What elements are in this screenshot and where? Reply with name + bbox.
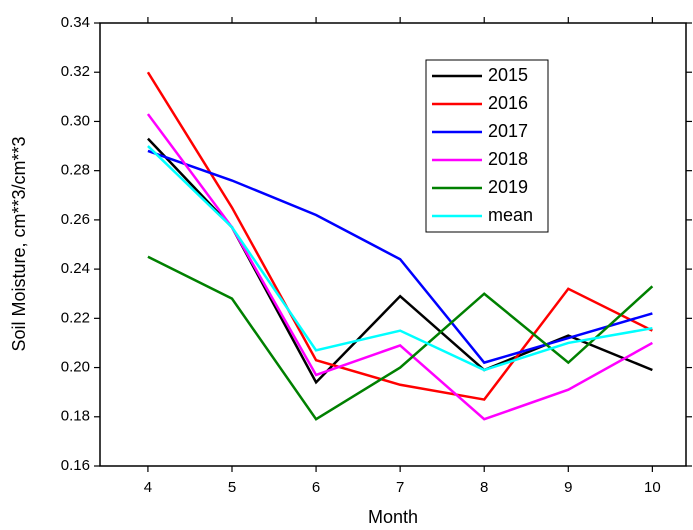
x-tick-label: 4 [144, 479, 152, 496]
x-axis-title: Month [368, 507, 418, 527]
legend-text: 2019 [488, 177, 528, 197]
y-tick-label: 0.28 [61, 162, 90, 179]
data-line [146, 71, 653, 401]
y-tick-label: 0.20 [61, 359, 90, 376]
x-tick-label: 9 [564, 479, 572, 496]
x-tick-label: 5 [228, 479, 236, 496]
x-tick-label: 7 [396, 479, 404, 496]
legend-text: 2015 [488, 65, 528, 85]
y-tick-label: 0.34 [61, 14, 90, 31]
y-tick-label: 0.32 [61, 63, 90, 80]
x-tick-label: 8 [480, 479, 488, 496]
legend-text: 2016 [488, 93, 528, 113]
y-tick-label: 0.26 [61, 211, 90, 228]
legend-text: mean [488, 205, 533, 225]
data-line [147, 149, 653, 365]
legend-box [425, 59, 549, 233]
y-tick-label: 0.18 [61, 408, 90, 425]
plot-frame [99, 22, 687, 467]
y-tick-label: 0.24 [61, 260, 90, 277]
y-axis-title: Soil Moisture, cm**3/cm**3 [9, 136, 29, 351]
y-tick-label: 0.22 [61, 309, 90, 326]
data-line [147, 255, 654, 421]
data-line [146, 113, 653, 421]
y-tick-label: 0.30 [61, 112, 90, 129]
data-line [147, 145, 653, 372]
x-tick-label: 6 [312, 479, 320, 496]
y-tick-label: 0.16 [61, 457, 90, 474]
x-tick-label: 10 [644, 479, 661, 496]
legend-text: 2017 [488, 121, 528, 141]
legend-text: 2018 [488, 149, 528, 169]
